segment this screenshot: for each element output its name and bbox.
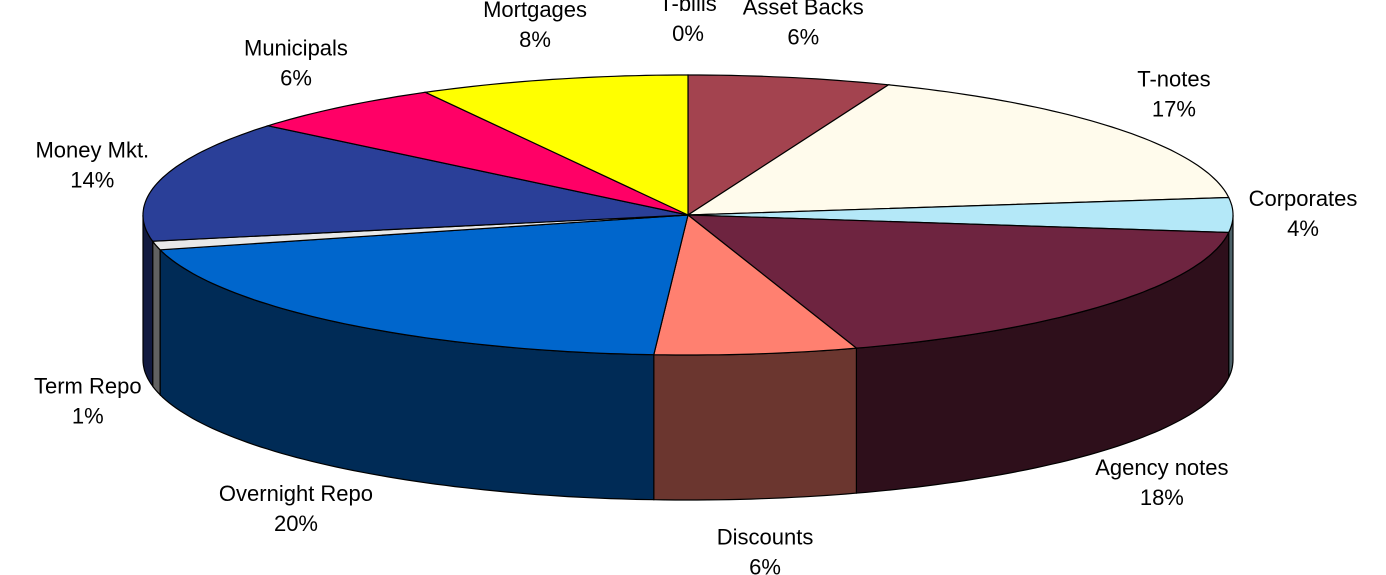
slice-label: Asset Backs bbox=[743, 0, 864, 19]
slice bbox=[265, 91, 689, 216]
slice-label: Agency notes bbox=[1095, 455, 1228, 480]
slice-value-label: 17% bbox=[1152, 96, 1196, 121]
slice bbox=[423, 74, 689, 216]
slice bbox=[685, 84, 1230, 216]
slice-label: Overnight Repo bbox=[219, 481, 373, 506]
slice-side bbox=[142, 214, 154, 389]
slice-label: Term Repo bbox=[34, 373, 142, 398]
slice bbox=[158, 214, 689, 356]
slice-side bbox=[152, 239, 161, 397]
slice-label: T-notes bbox=[1137, 66, 1210, 91]
slice-side bbox=[1228, 214, 1234, 378]
slice-label: T-bills bbox=[659, 0, 716, 16]
slice-value-label: 6% bbox=[787, 24, 819, 49]
slice bbox=[687, 196, 1234, 234]
slice-value-label: 1% bbox=[72, 403, 104, 428]
slice-value-label: 6% bbox=[280, 66, 312, 91]
slice-label: Corporates bbox=[1249, 186, 1358, 211]
slice-value-label: 8% bbox=[519, 27, 551, 52]
slice-value-label: 0% bbox=[672, 21, 704, 46]
slice-value-label: 4% bbox=[1287, 216, 1319, 241]
slice-label: Discounts bbox=[717, 524, 814, 549]
slice-label: Municipals bbox=[244, 36, 348, 61]
slice-value-label: 6% bbox=[749, 554, 781, 575]
slice-label: Money Mkt. bbox=[35, 137, 149, 162]
slice-label: Mortgages bbox=[483, 0, 587, 22]
slice-value-label: 20% bbox=[274, 511, 318, 536]
slice bbox=[142, 125, 689, 242]
slice bbox=[686, 214, 1230, 349]
slice-value-label: 18% bbox=[1140, 485, 1184, 510]
slice bbox=[687, 74, 891, 217]
slice-value-label: 14% bbox=[70, 167, 114, 192]
slice-side bbox=[653, 347, 857, 501]
slice bbox=[653, 213, 858, 356]
